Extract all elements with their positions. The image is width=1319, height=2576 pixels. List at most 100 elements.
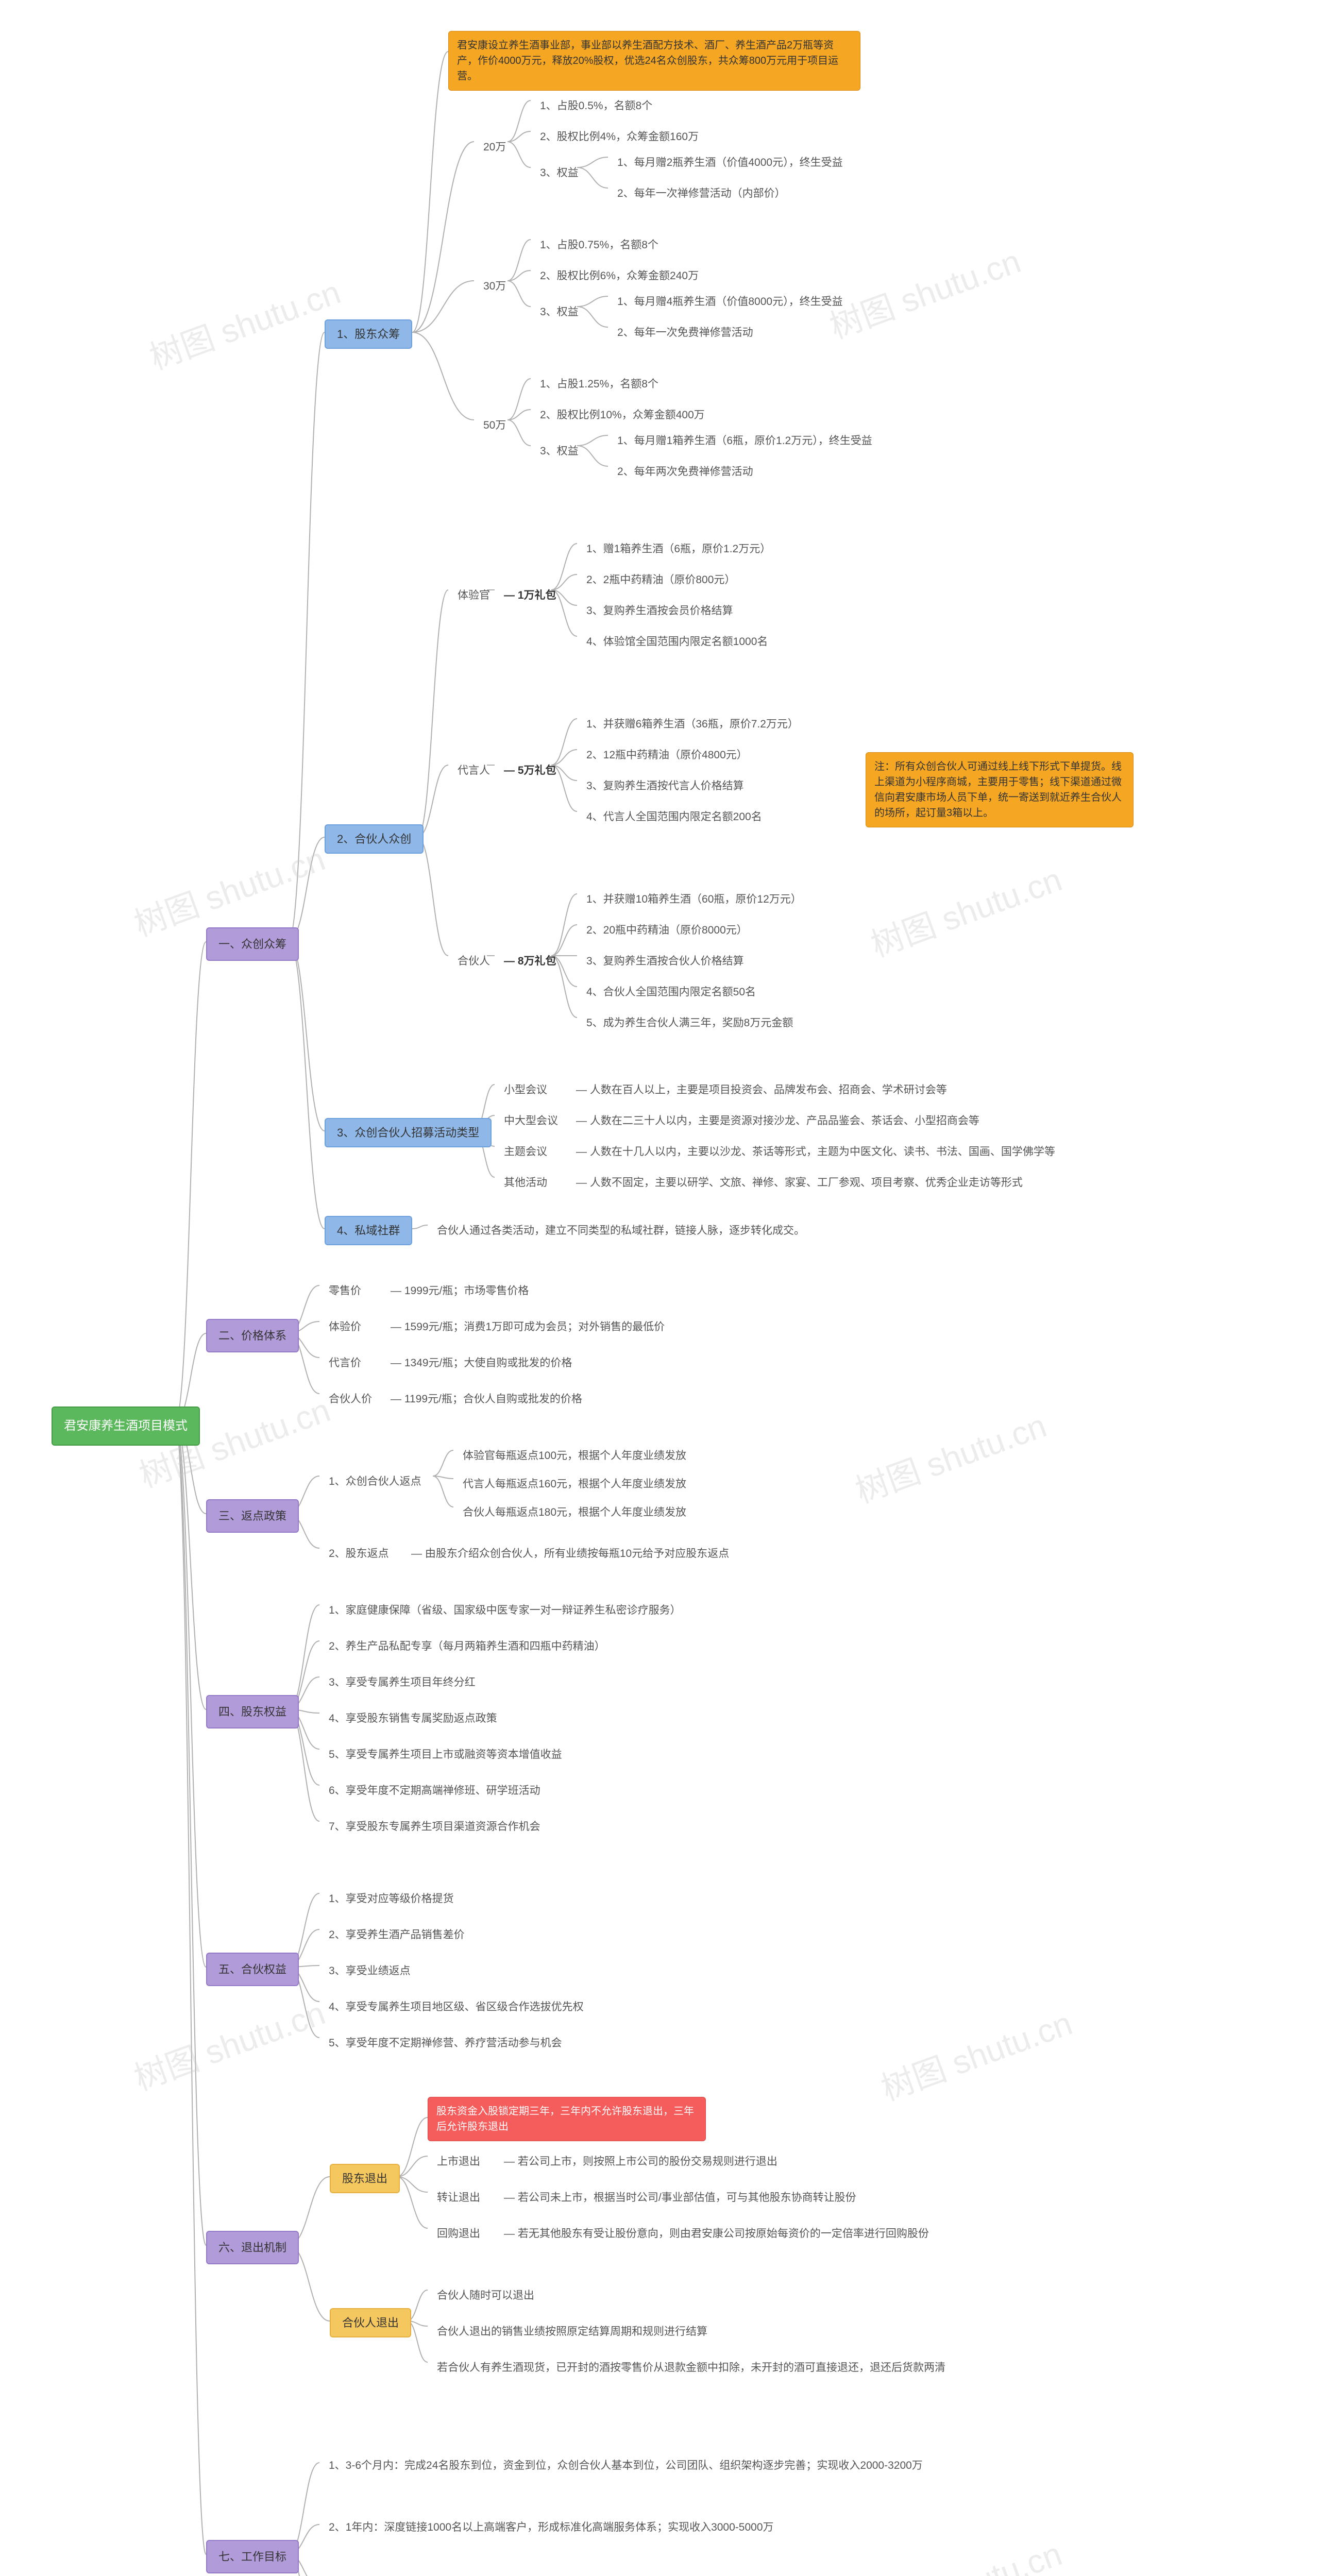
price-desc: — 1999元/瓶；市场零售价格 <box>381 1278 538 1304</box>
price-label: 零售价 <box>319 1278 370 1304</box>
partner-exit: 合伙人退出 <box>330 2308 411 2337</box>
goal-item: 2、1年内：深度链接1000名以上高端客户，形成标准化高端服务体系；实现收入30… <box>319 2514 989 2541</box>
partner-exit-item: 合伙人随时可以退出 <box>428 2282 994 2309</box>
exit-desc: — 若公司未上市，根据当时公司/事业部估值，可与其他股东协商转让股份 <box>495 2184 866 2211</box>
partner-exit-item: 合伙人退出的销售业绩按照原定结算周期和规则进行结算 <box>428 2318 994 2345</box>
shareholder-right: 5、享受专属养生项目上市或融资等资本增值收益 <box>319 1741 571 1768</box>
exit-type: 回购退出 <box>428 2221 489 2247</box>
tier20-item: 1、占股0.5%，名额8个 <box>531 93 662 120</box>
private-community: 4、私域社群 <box>325 1216 412 1245</box>
section-7: 七、工作目标 <box>206 2540 299 2573</box>
sp-item: 1、并获赠6箱养生酒（36瓶，原价7.2万元） <box>577 711 808 738</box>
activity-desc: — 人数在十几人以内，主要以沙龙、茶话等形式，主题为中医文化、读书、书法、国画、… <box>567 1139 1064 1165</box>
spokesperson: 代言人 <box>448 757 499 784</box>
watermark: 树图 shutu.cn <box>822 235 1026 348</box>
exit-lock-note: 股东资金入股锁定期三年，三年内不允许股东退出，三年后允许股东退出 <box>428 2097 706 2141</box>
tier50-benefit: 1、每月赠1箱养生酒（6瓶，原价1.2万元），终生受益 <box>608 428 882 454</box>
tier-30w: 30万 <box>474 273 515 300</box>
eo-item: 2、2瓶中药精油（原价800元） <box>577 567 745 594</box>
shareholder-right: 3、享受专属养生项目年终分红 <box>319 1669 485 1696</box>
tier50-item: 2、股权比例10%，众筹金额400万 <box>531 402 714 429</box>
experience-officer: 体验官 <box>448 582 499 609</box>
pt-item: 5、成为养生合伙人满三年，奖励8万元金额 <box>577 1010 802 1037</box>
pt-item: 3、复购养生酒按合伙人价格结算 <box>577 948 753 975</box>
pt-item: 2、20瓶中药精油（原价8000元） <box>577 917 757 944</box>
price-desc: — 1599元/瓶；消费1万即可成为会员；对外销售的最低价 <box>381 1314 674 1341</box>
tier20-benefit: 1、每月赠2瓶养生酒（价值4000元），终生受益 <box>608 149 852 176</box>
rebate-item: 合伙人每瓶返点180元，根据个人年度业绩发放 <box>453 1499 696 1526</box>
partner-note: 注：所有众创合伙人可通过线上线下形式下单提货。线上渠道为小程序商城，主要用于零售… <box>866 752 1134 827</box>
activity-type: 其他活动 <box>495 1170 556 1196</box>
partner-exit-item: 若合伙人有养生酒现货，已开封的酒按零售价从退款金额中扣除，未开封的酒可直接退还，… <box>428 2354 994 2381</box>
pt-item: 1、并获赠10箱养生酒（60瓶，原价12万元） <box>577 886 811 913</box>
eo-item: 4、体验馆全国范围内限定名额1000名 <box>577 629 777 655</box>
activity-desc: — 人数在百人以上，主要是项目投资会、品牌发布会、招商会、学术研讨会等 <box>567 1077 956 1104</box>
price-label: 体验价 <box>319 1314 370 1341</box>
tier30-item: 1、占股0.75%，名额8个 <box>531 232 668 259</box>
pt-item: 4、合伙人全国范围内限定名额50名 <box>577 979 765 1006</box>
activity-desc: — 人数不固定，主要以研学、文旅、禅修、家宴、工厂参观、项目考察、优秀企业走访等… <box>567 1170 1032 1196</box>
section-5: 五、合伙权益 <box>206 1953 299 1986</box>
section-2: 二、价格体系 <box>206 1319 299 1352</box>
partner: 合伙人 <box>448 948 499 975</box>
partner-right: 1、享受对应等级价格提货 <box>319 1886 463 1912</box>
watermark: 树图 shutu.cn <box>848 1399 1052 1512</box>
package-1w: — 1万礼包 <box>495 582 566 609</box>
exit-desc: — 若公司上市，则按照上市公司的股份交易规则进行退出 <box>495 2148 787 2175</box>
sp-item: 3、复购养生酒按代言人价格结算 <box>577 773 753 800</box>
section-1: 一、众创众筹 <box>206 927 299 961</box>
recruit-activities: 3、众创合伙人招募活动类型 <box>325 1118 492 1147</box>
goal-item: 1、3-6个月内：完成24名股东到位，资金到位，众创合伙人基本到位，公司团队、组… <box>319 2452 989 2479</box>
activity-desc: — 人数在二三十人以内，主要是资源对接沙龙、产品品鉴会、茶话会、小型招商会等 <box>567 1108 989 1134</box>
exit-type: 上市退出 <box>428 2148 489 2175</box>
price-label: 代言价 <box>319 1350 370 1377</box>
price-desc: — 1199元/瓶；合伙人自购或批发的价格 <box>381 1386 591 1413</box>
eo-item: 1、赠1箱养生酒（6瓶，原价1.2万元） <box>577 536 780 563</box>
tier-20w: 20万 <box>474 134 515 161</box>
partner-right: 2、享受养生酒产品销售差价 <box>319 1922 474 1948</box>
tier20-benefit: 2、每年一次禅修营活动（内部价） <box>608 180 795 207</box>
package-5w: — 5万礼包 <box>495 757 566 784</box>
watermark: 树图 shutu.cn <box>864 853 1068 966</box>
exit-type: 转让退出 <box>428 2184 489 2211</box>
activity-type: 主题会议 <box>495 1139 556 1165</box>
rebate-sh-desc: — 由股东介绍众创合伙人，所有业绩按每瓶10元给予对应股东返点 <box>402 1540 738 1567</box>
partner-crowdcreate: 2、合伙人众创 <box>325 824 424 854</box>
watermark: 树图 shutu.cn <box>127 1987 331 2099</box>
shareholder-right: 4、享受股东销售专属奖励返点政策 <box>319 1705 506 1732</box>
eo-item: 3、复购养生酒按会员价格结算 <box>577 598 742 624</box>
partner-right: 4、享受专属养生项目地区级、省区级合作选拔优先权 <box>319 1994 593 2021</box>
rebate-item: 体验官每瓶返点100元，根据个人年度业绩发放 <box>453 1443 696 1469</box>
root-node: 君安康养生酒项目模式 <box>52 1406 200 1446</box>
tier30-benefit: 1、每月赠4瓶养生酒（价值8000元），终生受益 <box>608 289 852 315</box>
activity-type: 小型会议 <box>495 1077 556 1104</box>
tier-50w: 50万 <box>474 412 515 439</box>
shareholder-right: 2、养生产品私配专享（每月两箱养生酒和四瓶中药精油） <box>319 1633 615 1660</box>
tier30-benefit: 2、每年一次免费禅修营活动 <box>608 319 763 346</box>
tier30-item: 2、股权比例6%，众筹金额240万 <box>531 263 708 290</box>
tier20-item: 2、股权比例4%，众筹金额160万 <box>531 124 708 150</box>
shareholder-right: 7、享受股东专属养生项目渠道资源合作机会 <box>319 1814 550 1840</box>
callout-top: 君安康设立养生酒事业部，事业部以养生酒配方技术、酒厂、养生酒产品2万瓶等资产，作… <box>448 31 860 91</box>
section-4: 四、股东权益 <box>206 1695 299 1728</box>
tier50-item: 1、占股1.25%，名额8个 <box>531 371 668 398</box>
watermark: 树图 shutu.cn <box>874 1997 1078 2110</box>
section-3: 三、返点政策 <box>206 1499 299 1533</box>
shareholder-right: 6、享受年度不定期高端禅修班、研学班活动 <box>319 1777 550 1804</box>
rebate-item: 代言人每瓶返点160元，根据个人年度业绩发放 <box>453 1471 696 1498</box>
private-desc: 合伙人通过各类活动，建立不同类型的私域社群，链接人脉，逐步转化成交。 <box>428 1217 814 1244</box>
sp-item: 4、代言人全国范围内限定名额200名 <box>577 804 771 831</box>
shareholder-exit: 股东退出 <box>330 2164 400 2193</box>
section-6: 六、退出机制 <box>206 2231 299 2264</box>
watermark: 树图 shutu.cn <box>142 266 346 379</box>
tier50-rights: 3、权益 <box>531 438 588 465</box>
tier50-benefit: 2、每年两次免费禅修营活动 <box>608 459 763 485</box>
sp-item: 2、12瓶中药精油（原价4800元） <box>577 742 757 769</box>
rebate-partner: 1、众创合伙人返点 <box>319 1468 431 1495</box>
partner-right: 5、享受年度不定期禅修营、养疗营活动参与机会 <box>319 2030 571 2057</box>
package-8w: — 8万礼包 <box>495 948 566 975</box>
shareholder-right: 1、家庭健康保障（省级、国家级中医专家一对一辩证养生私密诊疗服务） <box>319 1597 690 1624</box>
shareholder-crowdfund: 1、股东众筹 <box>325 319 412 349</box>
rebate-shareholder: 2、股东返点 <box>319 1540 398 1567</box>
price-desc: — 1349元/瓶；大使自购或批发的价格 <box>381 1350 581 1377</box>
